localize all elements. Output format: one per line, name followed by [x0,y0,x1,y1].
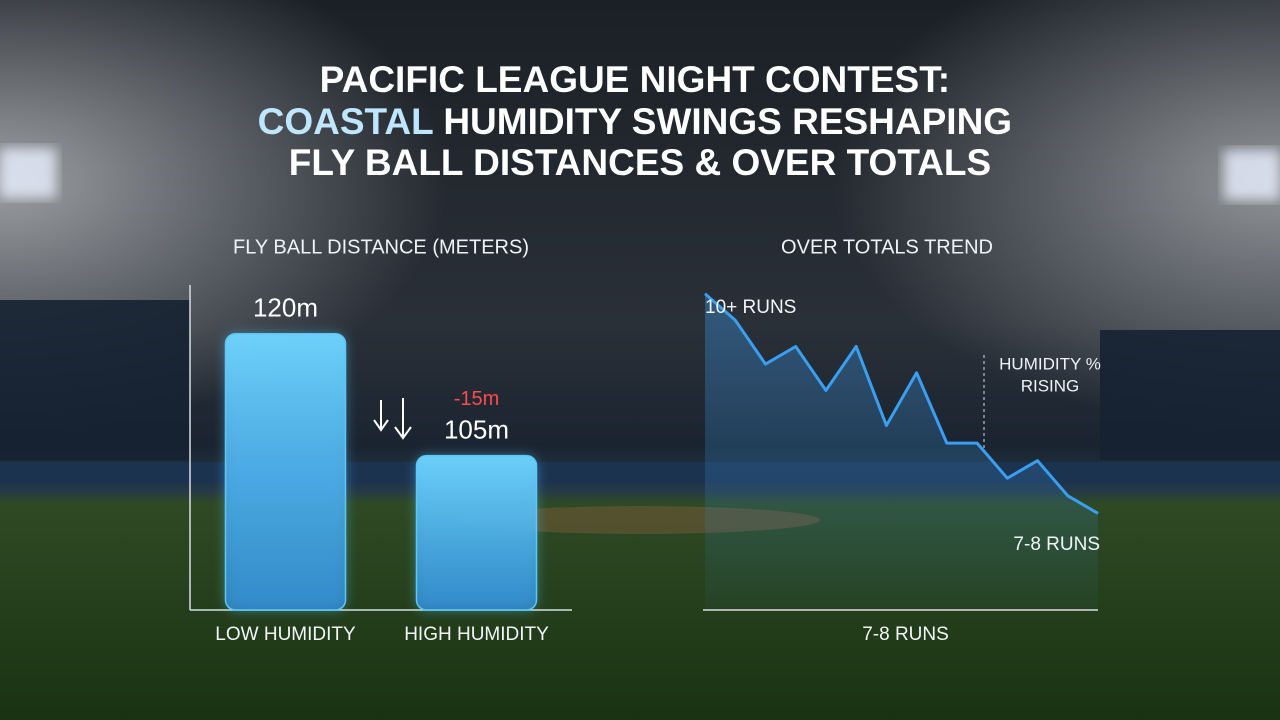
title-line: HUMIDITY SWINGS RESHAPING [443,101,1012,142]
title-highlight: COASTAL [258,101,433,142]
bar [224,333,347,611]
annotation: HUMIDITY % [999,354,1101,373]
stand [1100,330,1280,460]
annotation: RISING [1021,376,1080,395]
outfield-wall [0,462,1280,484]
x-tick-label: HIGH HUMIDITY [404,624,549,645]
title-line: COASTAL HUMIDITY SWINGS RESHAPING [258,101,1012,142]
chart-title: OVER TOTALS TREND [781,236,993,258]
bar [415,454,538,611]
end-label: 7-8 RUNS [1013,534,1100,555]
stand [0,300,190,460]
line [704,292,1099,515]
title-line: PACIFIC LEAGUE NIGHT CONTEST: [320,59,950,100]
x-axis-label: 7-8 RUNS [862,624,949,645]
x-tick-label: LOW HUMIDITY [215,624,356,645]
chart-title: FLY BALL DISTANCE (METERS) [233,236,529,258]
floodlight [0,148,56,198]
value-label: 105m [444,415,509,445]
floodlight [1224,150,1280,200]
line-area [705,293,1098,610]
start-label: 10+ RUNS [705,297,796,318]
title-line: FLY BALL DISTANCES & OVER TOTALS [289,142,991,183]
annotation: -15m [454,388,500,410]
value-label: 120m [253,293,318,323]
down-arrows [373,398,412,440]
title: PACIFIC LEAGUE NIGHT CONTEST: COASTAL HU… [258,59,1023,183]
